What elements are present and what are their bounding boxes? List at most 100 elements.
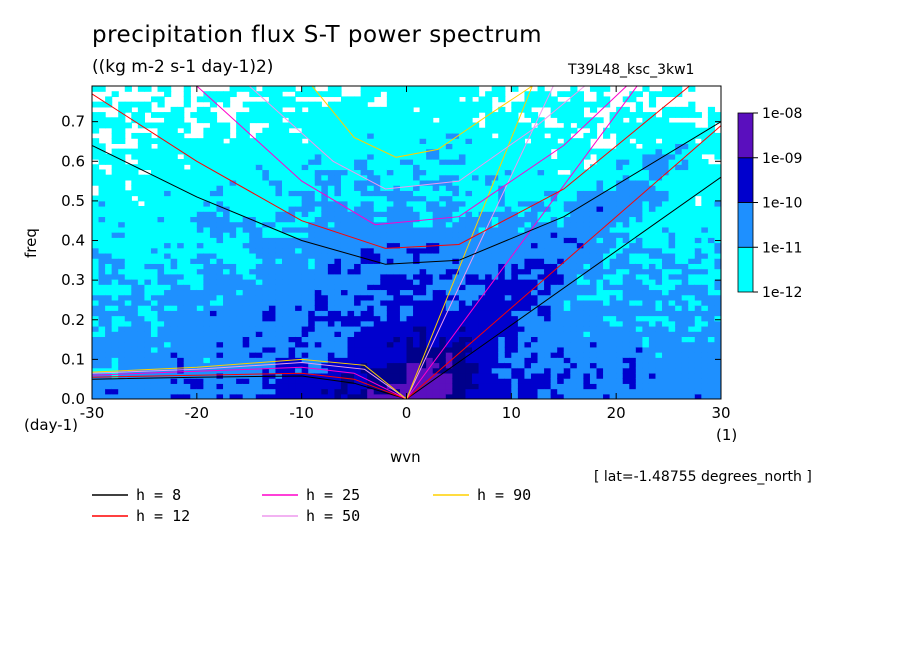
- heatmap-cell: [393, 159, 401, 165]
- heatmap-cell: [327, 299, 336, 306]
- heatmap-cell: [491, 362, 499, 369]
- heatmap-cell: [282, 299, 290, 306]
- heatmap-cell: [504, 117, 512, 124]
- heatmap-cell: [295, 148, 303, 155]
- heatmap-cell: [452, 242, 460, 249]
- heatmap-cell: [550, 341, 558, 348]
- heatmap-cell: [282, 273, 290, 280]
- heatmap-cell: [98, 310, 106, 317]
- heatmap-cell: [314, 352, 322, 358]
- heatmap-cell: [124, 294, 132, 301]
- heatmap-cell: [275, 205, 283, 212]
- heatmap-cell: [268, 315, 277, 322]
- heatmap-cell: [216, 378, 224, 384]
- heatmap-cell: [517, 190, 526, 197]
- heatmap-cell: [629, 112, 637, 118]
- heatmap-cell: [124, 352, 132, 358]
- heatmap-cell: [262, 336, 270, 343]
- heatmap-cell: [439, 362, 447, 369]
- heatmap-cell: [629, 242, 637, 249]
- heatmap-cell: [288, 310, 296, 317]
- heatmap-cell: [426, 195, 434, 202]
- heatmap-cell: [282, 174, 290, 181]
- heatmap-cell: [419, 284, 427, 291]
- heatmap-cell: [576, 148, 584, 155]
- heatmap-cell: [118, 106, 126, 113]
- heatmap-cell: [196, 315, 204, 322]
- heatmap-cell: [367, 216, 375, 223]
- heatmap-cell: [413, 211, 421, 218]
- heatmap-cell: [642, 372, 650, 379]
- heatmap-cell: [144, 357, 152, 364]
- heatmap-cell: [386, 247, 394, 254]
- heatmap-cell: [583, 362, 591, 369]
- heatmap-cell: [498, 357, 506, 364]
- heatmap-cell: [288, 263, 296, 270]
- heatmap-cell: [432, 138, 440, 144]
- heatmap-cell: [308, 242, 316, 249]
- heatmap-cell: [137, 294, 146, 301]
- heatmap-cell: [177, 388, 185, 395]
- heatmap-cell: [275, 388, 283, 395]
- heatmap-cell: [530, 263, 539, 270]
- heatmap-cell: [170, 112, 178, 118]
- heatmap-cell: [236, 279, 244, 285]
- heatmap-cell: [262, 221, 270, 228]
- heatmap-cell: [432, 153, 440, 160]
- heatmap-cell: [576, 268, 584, 275]
- heatmap-cell: [570, 232, 578, 238]
- heatmap-cell: [177, 331, 185, 337]
- heatmap-cell: [406, 258, 414, 264]
- heatmap-cell: [347, 310, 355, 317]
- heatmap-cell: [373, 336, 381, 343]
- heatmap-cell: [399, 159, 408, 165]
- heatmap-cell: [629, 372, 637, 379]
- heatmap-cell: [583, 294, 591, 301]
- heatmap-cell: [478, 221, 486, 228]
- heatmap-cell: [321, 284, 329, 291]
- heatmap-cell: [262, 174, 270, 181]
- heatmap-cell: [164, 383, 172, 390]
- heatmap-cell: [340, 362, 349, 369]
- heatmap-cell: [570, 159, 578, 165]
- heatmap-cell: [249, 112, 257, 118]
- heatmap-cell: [576, 252, 584, 259]
- heatmap-cell: [432, 211, 440, 218]
- heatmap-cell: [452, 221, 460, 228]
- heatmap-cell: [354, 138, 362, 144]
- heatmap-cell: [301, 388, 309, 395]
- heatmap-cell: [308, 91, 316, 98]
- heatmap-cell: [655, 331, 663, 337]
- heatmap-cell: [275, 305, 283, 311]
- heatmap-cell: [465, 127, 473, 134]
- heatmap-cell: [170, 362, 178, 369]
- heatmap-cell: [563, 294, 571, 301]
- heatmap-cell: [465, 159, 473, 165]
- heatmap-cell: [209, 127, 218, 134]
- heatmap-cell: [216, 127, 224, 134]
- heatmap-cell: [399, 325, 408, 332]
- heatmap-cell: [321, 138, 329, 144]
- heatmap-cell: [662, 357, 670, 364]
- heatmap-cell: [144, 320, 152, 327]
- heatmap-cell: [373, 185, 381, 191]
- heatmap-cell: [655, 252, 663, 259]
- heatmap-cell: [616, 247, 624, 254]
- heatmap-cell: [570, 185, 578, 191]
- heatmap-cell: [629, 383, 637, 390]
- heatmap-cell: [308, 101, 316, 108]
- heatmap-cell: [367, 252, 375, 259]
- heatmap-cell: [157, 378, 165, 384]
- heatmap-cell: [183, 232, 191, 238]
- heatmap-cell: [452, 310, 460, 317]
- heatmap-cell: [635, 122, 643, 129]
- heatmap-cell: [295, 331, 303, 337]
- heatmap-cell: [603, 86, 611, 92]
- heatmap-cell: [491, 190, 499, 197]
- heatmap-cell: [426, 226, 434, 233]
- heatmap-cell: [629, 320, 637, 327]
- heatmap-cell: [465, 91, 473, 98]
- heatmap-cell: [419, 153, 427, 160]
- heatmap-cell: [131, 211, 139, 218]
- heatmap-cell: [399, 232, 408, 238]
